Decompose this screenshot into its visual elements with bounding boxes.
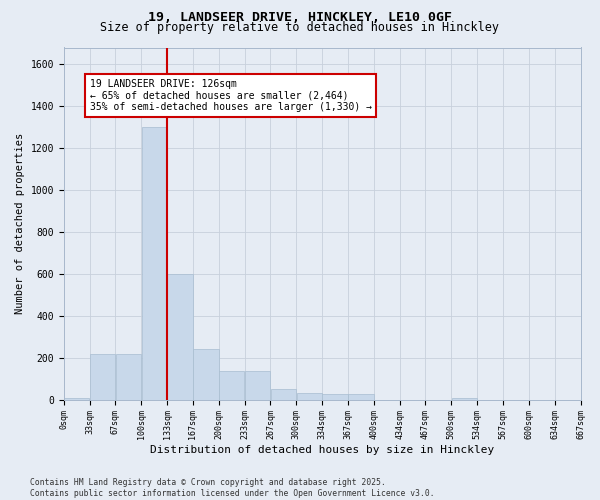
Text: Contains HM Land Registry data © Crown copyright and database right 2025.
Contai: Contains HM Land Registry data © Crown c… [30, 478, 434, 498]
Bar [193, 350, 218, 400]
Bar [64, 398, 89, 400]
Bar [142, 127, 167, 400]
Bar [271, 389, 296, 400]
Bar [296, 394, 322, 400]
Bar [348, 394, 374, 400]
Bar [452, 398, 477, 400]
Text: 19, LANDSEER DRIVE, HINCKLEY, LE10 0GF: 19, LANDSEER DRIVE, HINCKLEY, LE10 0GF [148, 11, 452, 24]
Y-axis label: Number of detached properties: Number of detached properties [15, 133, 25, 314]
Text: 19 LANDSEER DRIVE: 126sqm
← 65% of detached houses are smaller (2,464)
35% of se: 19 LANDSEER DRIVE: 126sqm ← 65% of detac… [89, 79, 371, 112]
Bar [167, 274, 193, 400]
Bar [219, 372, 244, 400]
Text: Size of property relative to detached houses in Hinckley: Size of property relative to detached ho… [101, 21, 499, 34]
X-axis label: Distribution of detached houses by size in Hinckley: Distribution of detached houses by size … [150, 445, 494, 455]
Bar [90, 354, 115, 400]
Bar [116, 354, 141, 400]
Bar [322, 394, 348, 400]
Bar [245, 372, 270, 400]
